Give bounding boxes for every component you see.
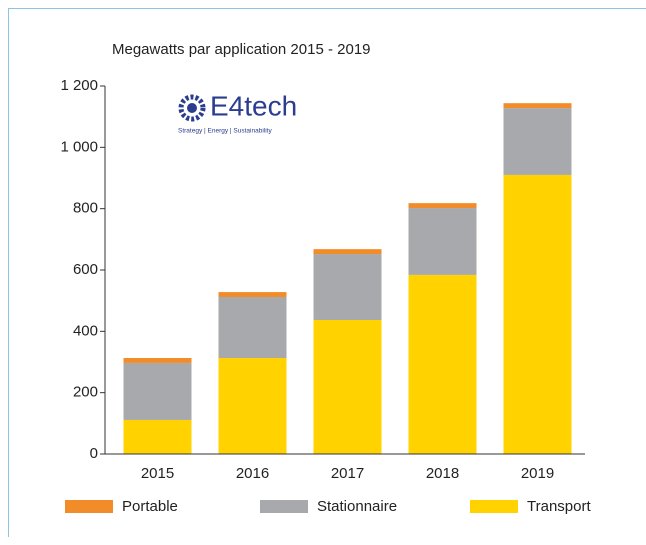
x-tick-label: 2015	[141, 465, 174, 482]
legend-swatch	[470, 500, 518, 513]
y-tick-label: 400	[73, 322, 98, 339]
legend-swatch	[65, 500, 113, 513]
bar-segment	[408, 203, 477, 209]
logo-tagline: Strategy | Energy | Sustainability	[178, 128, 272, 135]
y-tick-label: 1 000	[60, 138, 98, 155]
y-tick-label: 800	[73, 200, 98, 217]
x-tick-label: 2016	[236, 465, 269, 482]
bar-segment	[408, 274, 477, 454]
chart-title: Megawatts par application 2015 - 2019	[112, 41, 371, 58]
bar-segment	[503, 108, 572, 175]
y-tick-label: 1 200	[60, 77, 98, 94]
y-tick-label: 200	[73, 384, 98, 401]
legend-swatch	[260, 500, 308, 513]
legend-label: Portable	[122, 498, 178, 515]
x-tick-label: 2018	[426, 465, 459, 482]
bar-segment	[123, 419, 192, 454]
bar-segment	[218, 292, 287, 297]
legend-label: Stationnaire	[317, 498, 397, 515]
bar-segment	[408, 208, 477, 275]
bar-segment	[218, 296, 287, 359]
bar-segment	[503, 174, 572, 454]
bar-segment	[313, 319, 382, 454]
bar-segment	[218, 358, 287, 454]
bar-segment	[123, 358, 192, 363]
x-tick-label: 2017	[331, 465, 364, 482]
y-tick-label: 600	[73, 261, 98, 278]
logo-text: E4tech	[210, 90, 297, 121]
bar-segment	[503, 103, 572, 109]
bar-segment	[313, 254, 382, 320]
x-tick-label: 2019	[521, 465, 554, 482]
logo: E4tech Strategy | Energy | Sustainabilit…	[178, 90, 297, 134]
bar-segment	[123, 362, 192, 420]
logo-icon-core	[187, 103, 197, 113]
legend-label: Transport	[527, 498, 591, 515]
bar-segment	[313, 249, 382, 255]
y-tick-label: 0	[90, 445, 98, 462]
logo-icon	[178, 94, 206, 122]
